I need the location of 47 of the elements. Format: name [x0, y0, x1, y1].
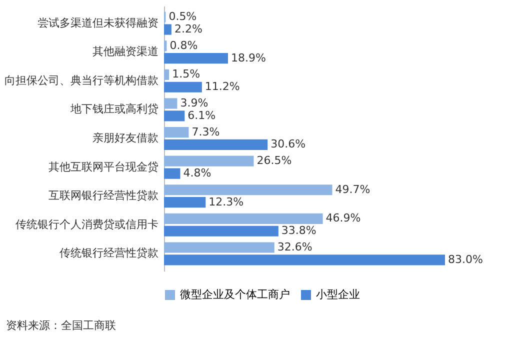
data-label: 6.1% [188, 108, 216, 122]
data-label: 4.8% [183, 166, 212, 180]
data-label: 1.5% [172, 68, 200, 81]
y-tick-label: 其他互联网平台现金贷 [48, 160, 158, 174]
bar [164, 139, 268, 150]
y-tick-label: 向担保公司、典当行等机构借款 [4, 74, 158, 87]
data-label: 30.6% [270, 138, 306, 151]
data-label: 0.5% [168, 10, 197, 24]
legend-label: 微型企业及个体工商户 [180, 288, 290, 301]
bar [164, 184, 332, 196]
y-tick-label: 传统银行经营性贷款 [60, 246, 158, 260]
data-label: 11.2% [204, 80, 240, 94]
bar [164, 197, 206, 208]
bar [164, 156, 254, 166]
bar [164, 53, 228, 64]
bar [164, 82, 202, 92]
bar [164, 98, 178, 109]
data-label: 49.7% [335, 182, 370, 196]
bar [164, 24, 172, 35]
y-tick-label: 传统银行个人消费贷或信用卡 [16, 218, 158, 231]
y-tick-label: 地下钱庄或高利贷 [70, 102, 158, 116]
data-label: 46.9% [326, 212, 361, 225]
bar [164, 40, 167, 52]
bar [164, 110, 185, 122]
bar [164, 69, 170, 80]
data-label: 7.3% [192, 125, 220, 138]
data-label: 18.9% [230, 51, 266, 64]
data-label: 3.9% [180, 96, 208, 110]
y-tick-label: 尝试多渠道但未获得融资 [38, 16, 158, 30]
y-tick-label: 其他融资渠道 [92, 45, 158, 58]
data-label: 2.2% [174, 22, 202, 36]
y-tick-label: 互联网银行经营性贷款 [48, 189, 158, 202]
bar [164, 226, 278, 236]
legend-label: 小型企业 [316, 288, 360, 301]
data-label: 12.3% [208, 195, 244, 208]
bar [164, 126, 189, 138]
bar [164, 254, 445, 266]
bar [164, 213, 323, 224]
data-label: 26.5% [256, 154, 292, 168]
data-label: 33.8% [281, 224, 316, 238]
data-label: 0.8% [170, 38, 198, 52]
text: 资料来源：全国工商联 [6, 318, 116, 333]
bar [164, 242, 274, 253]
y-tick-label: 亲朋好友借款 [92, 132, 158, 144]
bar [164, 168, 180, 179]
data-label: 32.6% [277, 240, 312, 254]
data-label: 83.0% [448, 252, 483, 266]
